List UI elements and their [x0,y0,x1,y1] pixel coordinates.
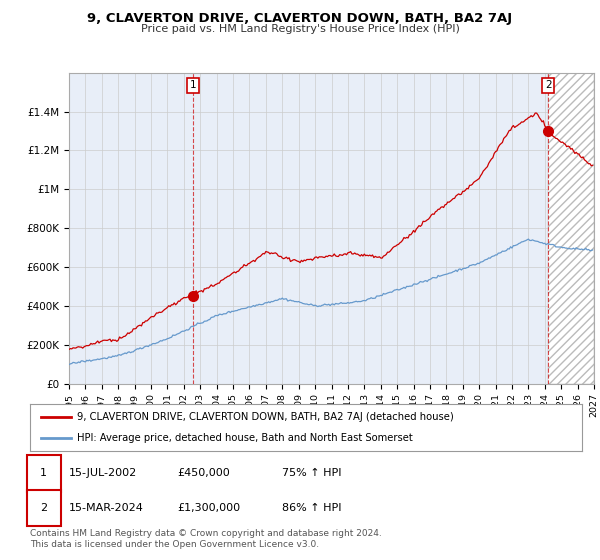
Text: 9, CLAVERTON DRIVE, CLAVERTON DOWN, BATH, BA2 7AJ (detached house): 9, CLAVERTON DRIVE, CLAVERTON DOWN, BATH… [77,412,454,422]
Text: HPI: Average price, detached house, Bath and North East Somerset: HPI: Average price, detached house, Bath… [77,433,413,444]
Text: 86% ↑ HPI: 86% ↑ HPI [282,503,341,513]
Text: 2: 2 [545,81,551,90]
Text: 15-JUL-2002: 15-JUL-2002 [69,469,137,478]
Text: Price paid vs. HM Land Registry's House Price Index (HPI): Price paid vs. HM Land Registry's House … [140,24,460,34]
Text: 1: 1 [40,469,47,478]
Text: 9, CLAVERTON DRIVE, CLAVERTON DOWN, BATH, BA2 7AJ: 9, CLAVERTON DRIVE, CLAVERTON DOWN, BATH… [88,12,512,25]
Text: 1: 1 [190,81,196,90]
Text: Contains HM Land Registry data © Crown copyright and database right 2024.
This d: Contains HM Land Registry data © Crown c… [30,529,382,549]
Text: £1,300,000: £1,300,000 [177,503,240,513]
Text: 75% ↑ HPI: 75% ↑ HPI [282,469,341,478]
Text: £450,000: £450,000 [177,469,230,478]
Text: 2: 2 [40,503,47,513]
Text: 15-MAR-2024: 15-MAR-2024 [69,503,144,513]
